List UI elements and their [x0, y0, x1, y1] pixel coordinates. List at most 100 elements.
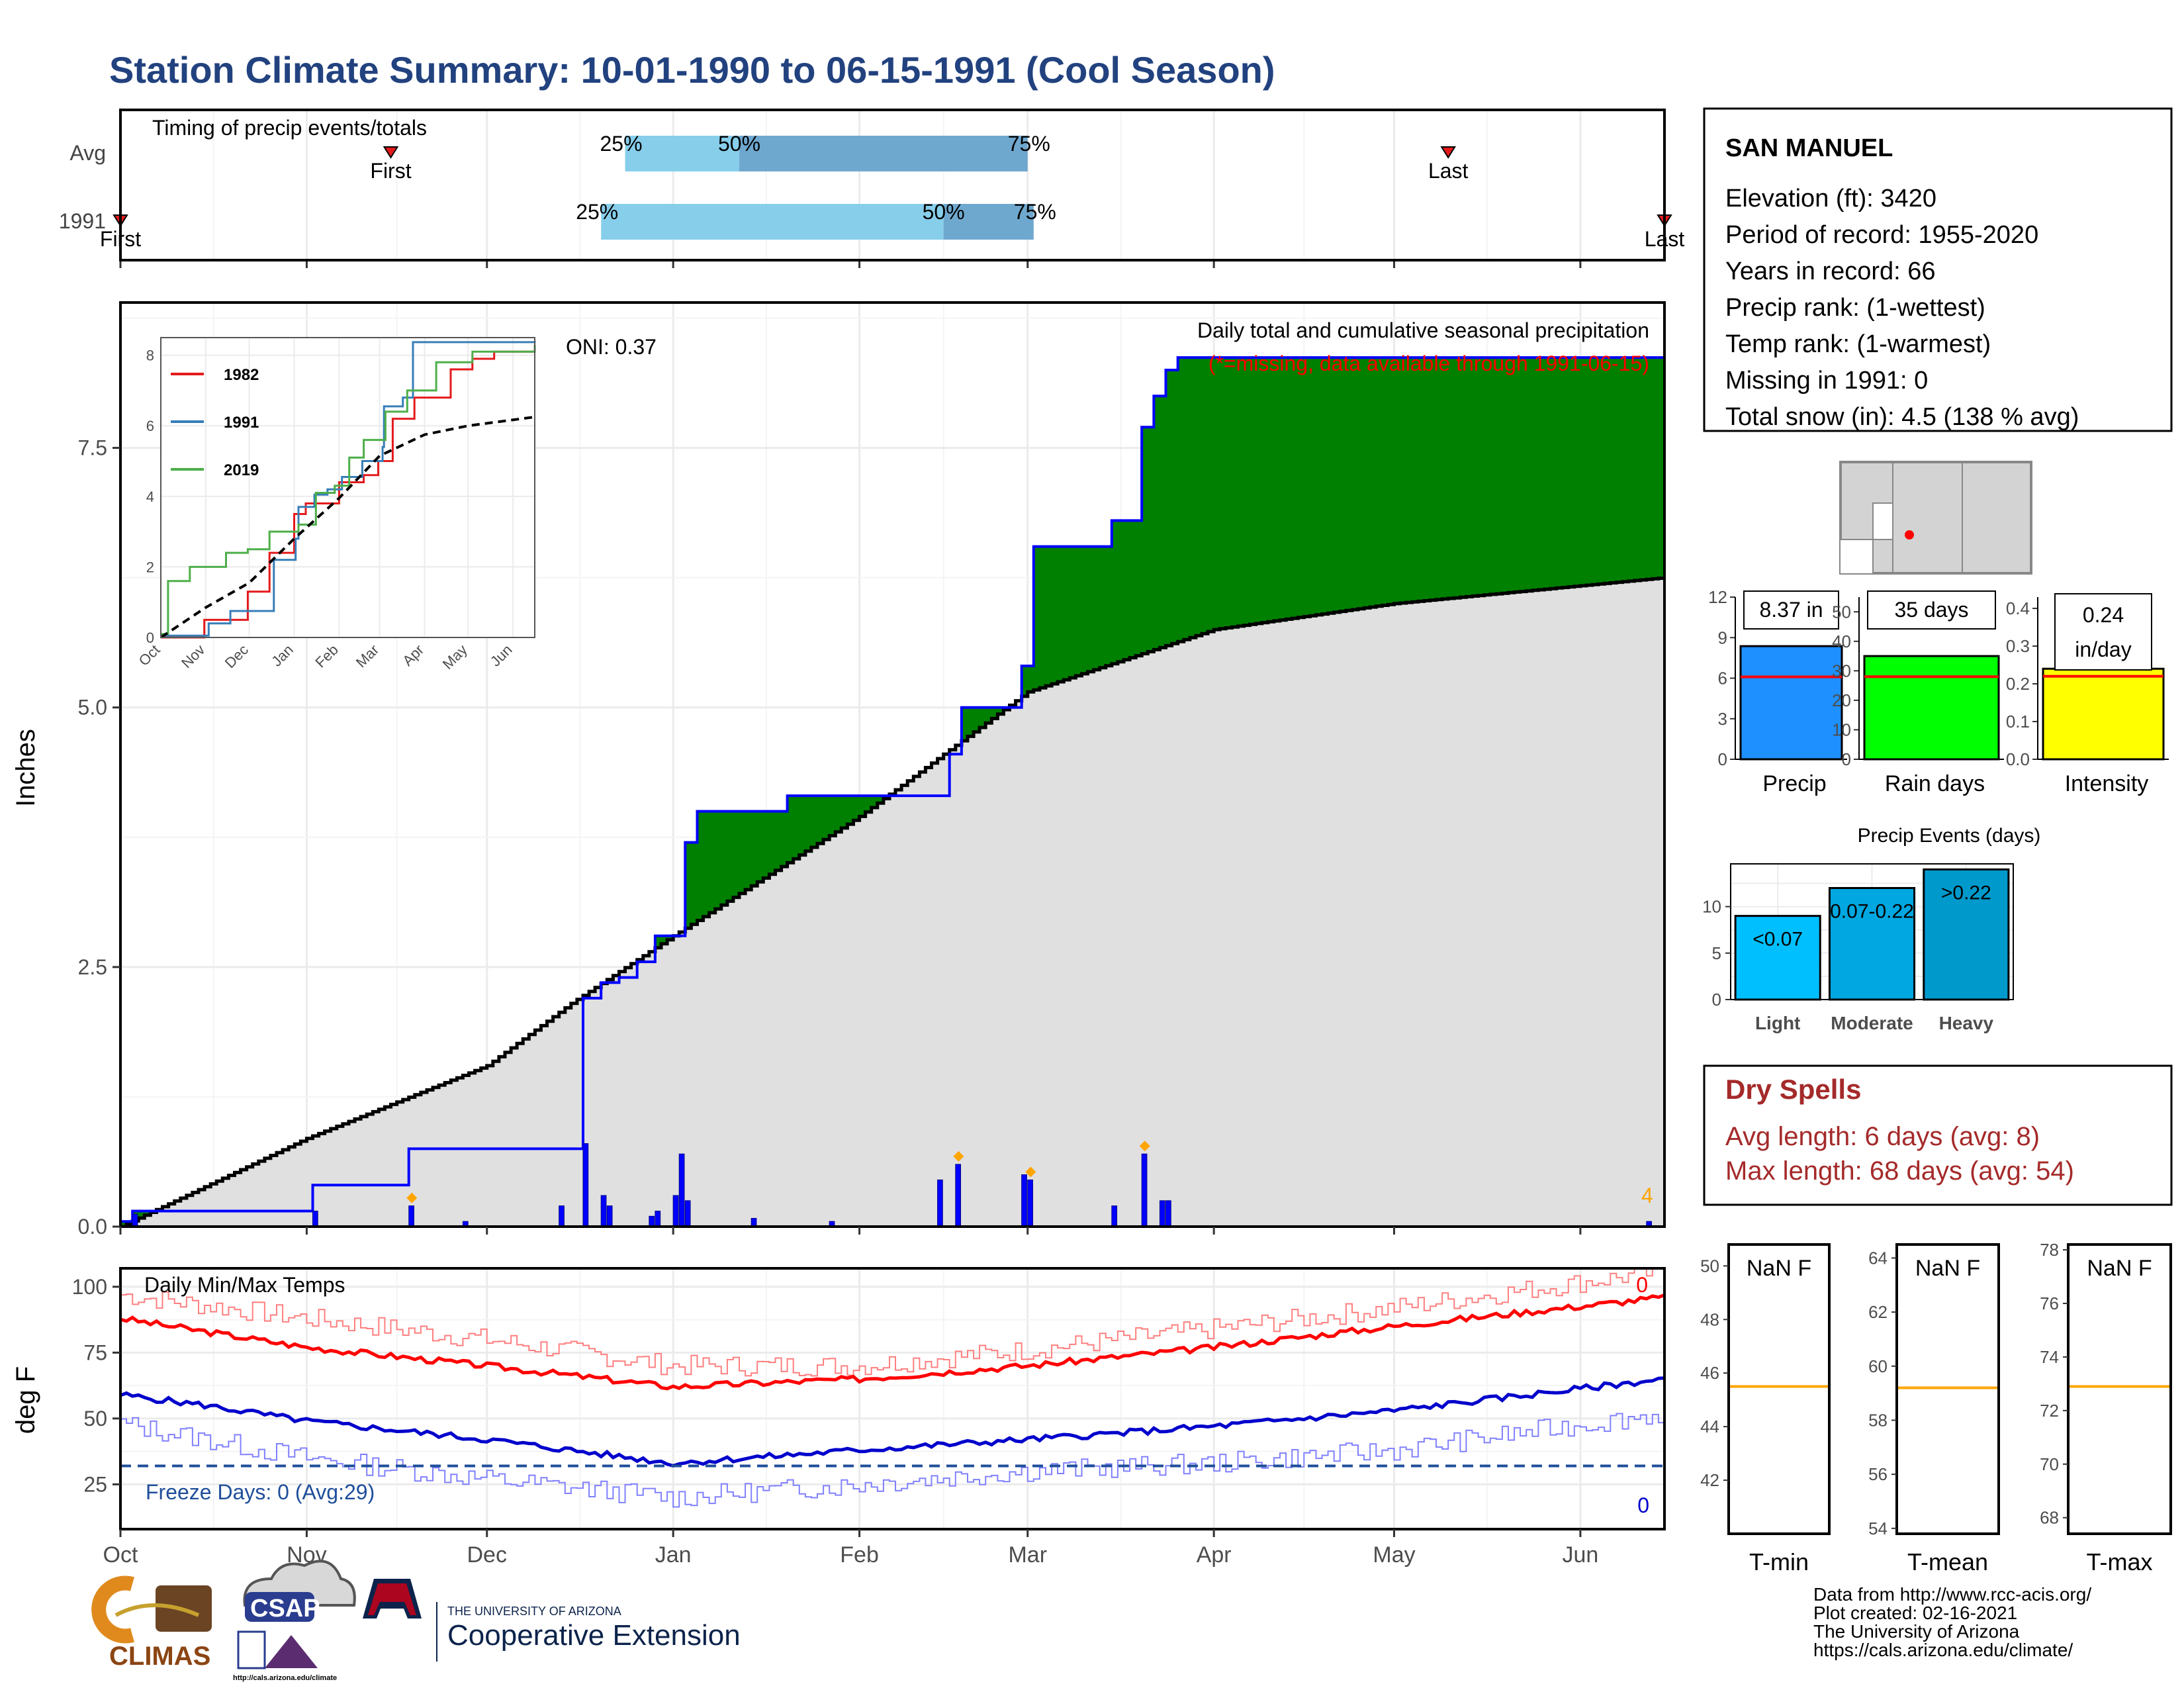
- timing-pct-75: 75%: [1008, 132, 1050, 156]
- summary-value-unit: in/day: [2075, 637, 2131, 661]
- station-info-line: Years in record: 66: [1725, 258, 1936, 285]
- inset-x-tick-label: Dec: [222, 641, 251, 671]
- timing-pct-25: 25%: [600, 132, 643, 156]
- temp-title: Daily Min/Max Temps: [144, 1273, 345, 1297]
- oni-label: ONI: 0.37: [566, 335, 657, 359]
- temp-gauge-frame: [1895, 1243, 2000, 1535]
- temp-x-tick-label: Apr: [1197, 1542, 1232, 1568]
- station-location-marker: [1905, 530, 1914, 539]
- inset-legend-label-2019: 2019: [224, 461, 259, 479]
- university-of-arizona-logo: THE UNIVERSITY OF ARIZONA Cooperative Ex…: [363, 1579, 741, 1662]
- daily-precip-bar: [672, 1195, 679, 1227]
- precip-chart: 0.0 2.5 5.0 7.5 Inches ONI: 0.37 Daily tota…: [11, 301, 1666, 1239]
- inset-line-avg: [159, 415, 535, 639]
- temp-gauge-tick-label: 64: [1868, 1248, 1888, 1268]
- min-temp-record-count: 0: [1637, 1493, 1649, 1517]
- inset-x-tick-label: May: [439, 641, 471, 673]
- summary-tick-label: 0.1: [2006, 712, 2030, 731]
- daily-precip-bar: [600, 1195, 607, 1227]
- station-info-box: SAN MANUEL Elevation (ft): 3420 Period of…: [1703, 107, 2173, 432]
- temp-gauge-tick-label: 72: [2040, 1401, 2059, 1421]
- temp-x-tick-label: May: [1373, 1542, 1415, 1568]
- temp-gauge-value: NaN F: [1915, 1256, 1980, 1281]
- summary-label: Rain days: [1885, 771, 1985, 796]
- footer-line: Data from http://www.rcc-acis.org/: [1813, 1584, 2091, 1605]
- station-info-line: Precip rank: (1-wettest): [1725, 294, 1985, 322]
- min-temp-avg-line: [120, 1376, 1664, 1468]
- inset-legend-label-1982: 1982: [224, 366, 259, 384]
- daily-precip-bar: [684, 1200, 691, 1227]
- temp-gauge-tick-label: 68: [2040, 1508, 2059, 1528]
- average-cumulative-line: [120, 577, 1664, 1227]
- temp-gauge-t-mean: 54 56 58 60 62 64 NaN F T-mean: [1868, 1243, 2000, 1575]
- daily-precip-bar: [1027, 1179, 1033, 1227]
- summary-value-label: 8.37 in: [1759, 598, 1823, 622]
- observed-cumulative-line: [120, 354, 1664, 1223]
- station-info-line: Temp rank: (1-warmest): [1725, 330, 1991, 358]
- daily-precip-bar: [1646, 1221, 1652, 1227]
- temp-gauge-label: T-mean: [1907, 1548, 1988, 1575]
- temp-gauge-tick-label: 56: [1868, 1464, 1888, 1484]
- station-name: SAN MANUEL: [1725, 134, 1893, 162]
- summary-value-bar: [1739, 645, 1843, 761]
- daily-precip-bar: [937, 1179, 943, 1227]
- inset-line-1991: [161, 341, 536, 637]
- temp-gauge-tick-label: 58: [1868, 1410, 1888, 1430]
- inset-y-tick-label: 2: [146, 559, 154, 575]
- summary-value-bar: [2042, 667, 2165, 761]
- events-bar-label: <0.07: [1752, 929, 1803, 951]
- daily-precip-bar: [955, 1164, 962, 1227]
- summary-tick-label: 10: [1832, 720, 1851, 739]
- timing-bar-25-50: [601, 204, 944, 240]
- footer-line: https://cals.arizona.edu/climate/: [1813, 1640, 2073, 1660]
- inset-x-tick-label: Apr: [399, 641, 427, 669]
- events-category-label: Light: [1755, 1013, 1800, 1033]
- events-bar-light: [1734, 915, 1821, 1001]
- timing-last-label: Last: [1428, 159, 1469, 183]
- dry-spells-title: Dry Spells: [1725, 1074, 1861, 1105]
- temp-gauge-tick-label: 78: [2040, 1240, 2059, 1260]
- y-tick-label: 5.0: [78, 696, 107, 720]
- temp-gauge-frame: [1727, 1243, 1831, 1535]
- summary-tick-label: 0: [1718, 749, 1727, 769]
- location-map: [1839, 461, 2032, 575]
- daily-precip-bar: [462, 1221, 469, 1227]
- events-tick-label: 5: [1712, 943, 1721, 963]
- temp-gauge-value: NaN F: [2087, 1256, 2152, 1281]
- ua-big-text: Cooperative Extension: [447, 1619, 741, 1652]
- timing-bar-50-75: [943, 204, 1034, 240]
- snow-marker: [1025, 1166, 1036, 1178]
- y-tick-label: 7.5: [78, 436, 107, 460]
- summary-panel-intensity: 0.0 0.1 0.2 0.3 0.4 0.24 in/day Intensity: [2006, 593, 2169, 796]
- summary-tick-label: 0: [1842, 749, 1851, 769]
- events-bar-label: >0.22: [1941, 882, 1991, 904]
- climas-logo: CLIMAS: [91, 1575, 212, 1671]
- timing-last-marker: [1440, 146, 1457, 159]
- timing-bar-50-75: [739, 136, 1028, 171]
- events-bar-label: 0.07-0.22: [1830, 901, 1914, 923]
- temp-gauge-label: T-max: [2086, 1548, 2152, 1575]
- temp-x-tick-label: Jan: [655, 1542, 692, 1568]
- csap-logo-text: CSAP: [250, 1595, 320, 1622]
- temp-gauge-tick-label: 42: [1700, 1470, 1719, 1490]
- temp-gauge-tick-label: 50: [1700, 1256, 1719, 1276]
- inset-chart: 0 2 4 6 8 Oct Nov Dec Jan Feb Mar Apr May Jun 1982 199…: [136, 337, 536, 673]
- temp-gauge-tick-label: 60: [1868, 1356, 1888, 1376]
- summary-tick-label: 3: [1718, 709, 1727, 729]
- inset-x-tick-label: Nov: [178, 641, 208, 671]
- summary-tick-label: 0.0: [2006, 749, 2030, 769]
- average-cumulative-area: [120, 577, 1664, 1227]
- chart-subtitle: Daily total and cumulative seasonal prec…: [1197, 318, 1649, 342]
- temp-gauge-frame: [2067, 1243, 2172, 1535]
- daily-precip-bar: [559, 1205, 565, 1227]
- temp-gauge-label: T-min: [1749, 1548, 1809, 1575]
- temp-gauge-tick-label: 74: [2040, 1347, 2059, 1367]
- inset-y-tick-label: 4: [146, 489, 154, 505]
- temp-y-tick-label: 50: [83, 1407, 107, 1430]
- temp-gauge-tick-label: 62: [1868, 1302, 1888, 1322]
- station-info-line: Elevation (ft): 3420: [1725, 185, 1936, 212]
- events-title: Precip Events (days): [1858, 825, 2041, 847]
- missing-count: 4: [1641, 1184, 1653, 1207]
- summary-value-label: 0.24: [2083, 603, 2124, 627]
- summary-tick-label: 0.3: [2006, 636, 2030, 656]
